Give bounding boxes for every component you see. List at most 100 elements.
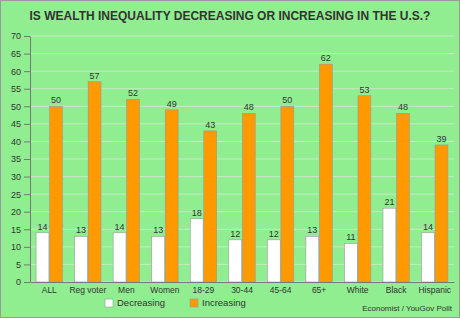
y-tick-mark [24, 71, 30, 72]
data-label: 49 [167, 99, 177, 109]
data-label: 13 [307, 225, 317, 235]
legend-item: Increasing [190, 297, 246, 308]
x-tick: Black [386, 282, 408, 295]
y-tick: 55 [11, 84, 30, 94]
x-tick: Women [150, 282, 179, 295]
bar [229, 240, 242, 282]
bar [88, 82, 101, 282]
bar [152, 236, 165, 282]
data-label: 48 [244, 102, 254, 112]
bar [242, 113, 255, 282]
y-tick-label: 10 [11, 242, 21, 252]
x-axis-line [31, 282, 455, 283]
y-tick-mark [24, 247, 30, 248]
y-tick: 40 [11, 137, 30, 147]
x-tick: Men [118, 282, 135, 295]
bar [358, 96, 371, 282]
y-tick: 25 [11, 190, 30, 200]
legend-swatch [105, 299, 113, 307]
y-tick-label: 40 [11, 137, 21, 147]
x-tick-label: 18-29 [193, 285, 215, 295]
y-tick-label: 15 [11, 225, 21, 235]
x-tick-label: Women [150, 285, 179, 295]
y-tick: 70 [11, 31, 30, 41]
y-tick-mark [24, 212, 30, 213]
data-label: 12 [230, 229, 240, 239]
y-tick: 20 [11, 207, 30, 217]
bar [50, 106, 63, 282]
y-axis: 0 5 10 15 20 25 30 35 40 45 50 55 60 65 70 [11, 31, 31, 287]
bar [422, 233, 435, 282]
grid-line [30, 36, 454, 37]
x-tick: 30-44 [231, 282, 253, 295]
data-label: 53 [359, 85, 369, 95]
x-tick-label: White [347, 285, 369, 295]
plot: 0 5 10 15 20 25 30 35 40 45 50 55 60 65 70 ALL Reg voter… [11, 31, 455, 295]
y-tick-mark [24, 106, 30, 107]
bar [190, 219, 203, 282]
x-tick: 65+ [312, 282, 326, 295]
bar [397, 113, 410, 282]
grid [30, 36, 454, 282]
y-tick-mark [24, 177, 30, 178]
y-tick-label: 60 [11, 67, 21, 77]
data-label: 14 [115, 222, 125, 232]
bar [435, 145, 448, 282]
y-tick: 0 [16, 277, 30, 287]
x-tick: White [347, 282, 369, 295]
y-tick-label: 55 [11, 84, 21, 94]
y-tick: 50 [11, 102, 30, 112]
y-tick-mark [24, 159, 30, 160]
y-tick-mark [24, 229, 30, 230]
y-axis-line [30, 37, 31, 283]
y-tick-mark [24, 36, 30, 37]
bar [267, 240, 280, 282]
legend-label: Increasing [202, 297, 246, 308]
y-tick-label: 65 [11, 49, 21, 59]
y-tick-label: 45 [11, 119, 21, 129]
y-tick-label: 70 [11, 31, 21, 41]
legend: DecreasingIncreasing [105, 297, 246, 308]
y-tick: 10 [11, 242, 30, 252]
x-tick-label: ALL [42, 285, 57, 295]
x-tick-label: Hispanic [418, 285, 451, 295]
y-tick-label: 25 [11, 190, 21, 200]
y-tick: 5 [16, 260, 30, 270]
x-tick-label: 30-44 [231, 285, 253, 295]
y-tick: 65 [11, 49, 30, 59]
y-tick: 45 [11, 119, 30, 129]
data-label: 13 [153, 225, 163, 235]
x-tick: ALL [42, 282, 57, 295]
bar [165, 110, 178, 282]
bar [36, 233, 49, 282]
data-label: 57 [90, 71, 100, 81]
bars [36, 64, 448, 282]
y-tick: 35 [11, 154, 30, 164]
x-tick-label: Men [118, 285, 135, 295]
y-tick: 60 [11, 67, 30, 77]
data-label: 12 [269, 229, 279, 239]
x-tick: Reg voter [69, 282, 106, 295]
y-tick-mark [24, 124, 30, 125]
bar [127, 99, 140, 282]
y-tick-label: 0 [16, 277, 21, 287]
data-label: 50 [282, 95, 292, 105]
y-tick: 30 [11, 172, 30, 182]
bar [306, 236, 319, 282]
data-label: 14 [423, 222, 433, 232]
y-tick-label: 50 [11, 102, 21, 112]
title: IS WEALTH INEQUALITY DECREASING OR INCRE… [30, 9, 431, 23]
y-tick-mark [24, 141, 30, 142]
y-tick-label: 5 [16, 260, 21, 270]
grid-line [30, 53, 454, 54]
bar [319, 64, 332, 282]
x-tick: Hispanic [418, 282, 451, 295]
y-tick-mark [24, 282, 30, 283]
bar [75, 236, 88, 282]
x-tick-label: Black [386, 285, 408, 295]
data-label: 52 [128, 88, 138, 98]
y-tick: 15 [11, 225, 30, 235]
y-tick-mark [24, 194, 30, 195]
series [50, 64, 448, 282]
bar [281, 106, 294, 282]
